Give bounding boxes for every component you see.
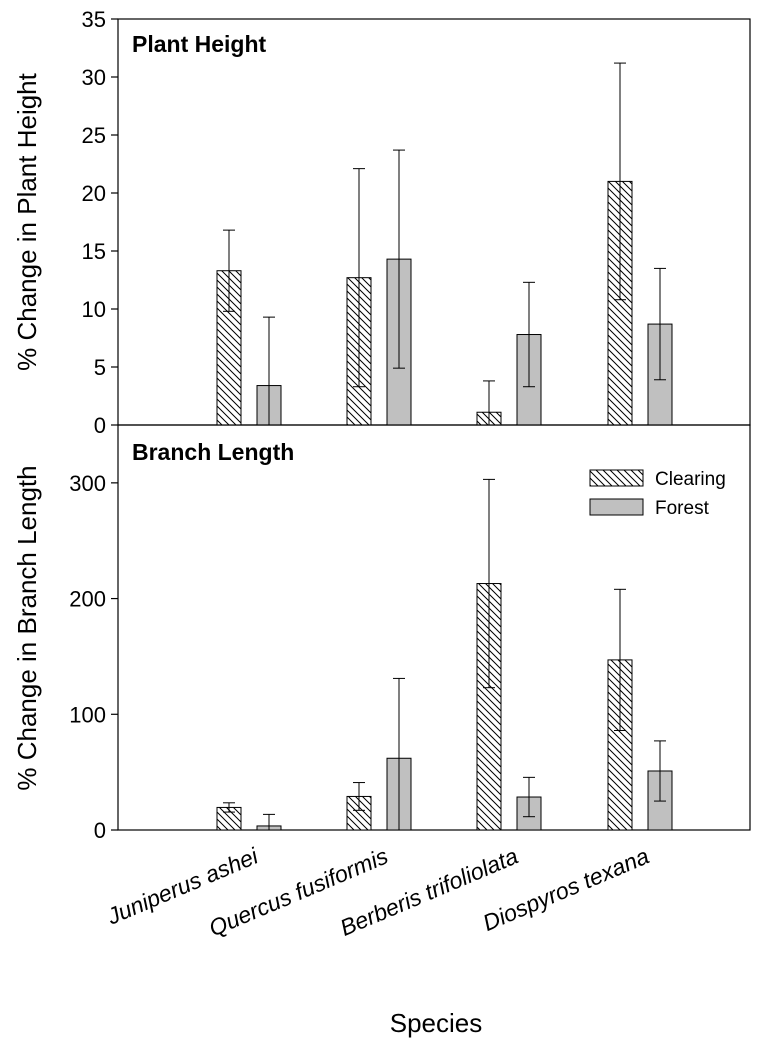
y-tick-label: 100 — [69, 702, 106, 727]
panel-title-plant-height: Plant Height — [132, 31, 267, 57]
y-axis-ticks: 0 5 10 15 20 25 30 35 — [82, 7, 118, 438]
y-tick-label: 0 — [94, 413, 106, 438]
legend-item-forest: Forest — [589, 498, 710, 519]
y-tick-label: 35 — [82, 7, 106, 32]
legend-item-clearing: Clearing — [589, 469, 726, 490]
legend-label-clearing: Clearing — [655, 469, 726, 490]
y-axis-ticks: 0 100 200 300 — [69, 471, 118, 843]
bar-series — [216, 62, 673, 426]
legend-label-forest: Forest — [655, 498, 710, 519]
legend-swatch-clearing — [589, 469, 644, 487]
x-axis-title: Species — [390, 1008, 483, 1038]
y-tick-label: 0 — [94, 818, 106, 843]
y-tick-label: 5 — [94, 355, 106, 380]
y-tick-label: 200 — [69, 587, 106, 612]
y-tick-label: 10 — [82, 297, 106, 322]
y-tick-label: 15 — [82, 239, 106, 264]
legend: Clearing Forest — [589, 469, 726, 519]
y-tick-label: 20 — [82, 181, 106, 206]
branch-length-panel: Branch Length 0 100 200 300 % Change in Bra… — [12, 424, 751, 843]
panel-title-branch-length: Branch Length — [132, 439, 294, 465]
y-axis-title-branch-length: % Change in Branch Length — [12, 465, 42, 790]
legend-swatch-forest — [589, 498, 644, 516]
plant-height-panel: Plant Height 0 5 10 15 20 25 30 35 % Change in … — [12, 7, 751, 438]
y-tick-label: 300 — [69, 471, 106, 496]
y-tick-label: 30 — [82, 65, 106, 90]
y-tick-label: 25 — [82, 123, 106, 148]
bar-series — [216, 478, 673, 831]
plot-frame — [117, 424, 751, 831]
y-axis-title-plant-height: % Change in Plant Height — [12, 72, 42, 371]
